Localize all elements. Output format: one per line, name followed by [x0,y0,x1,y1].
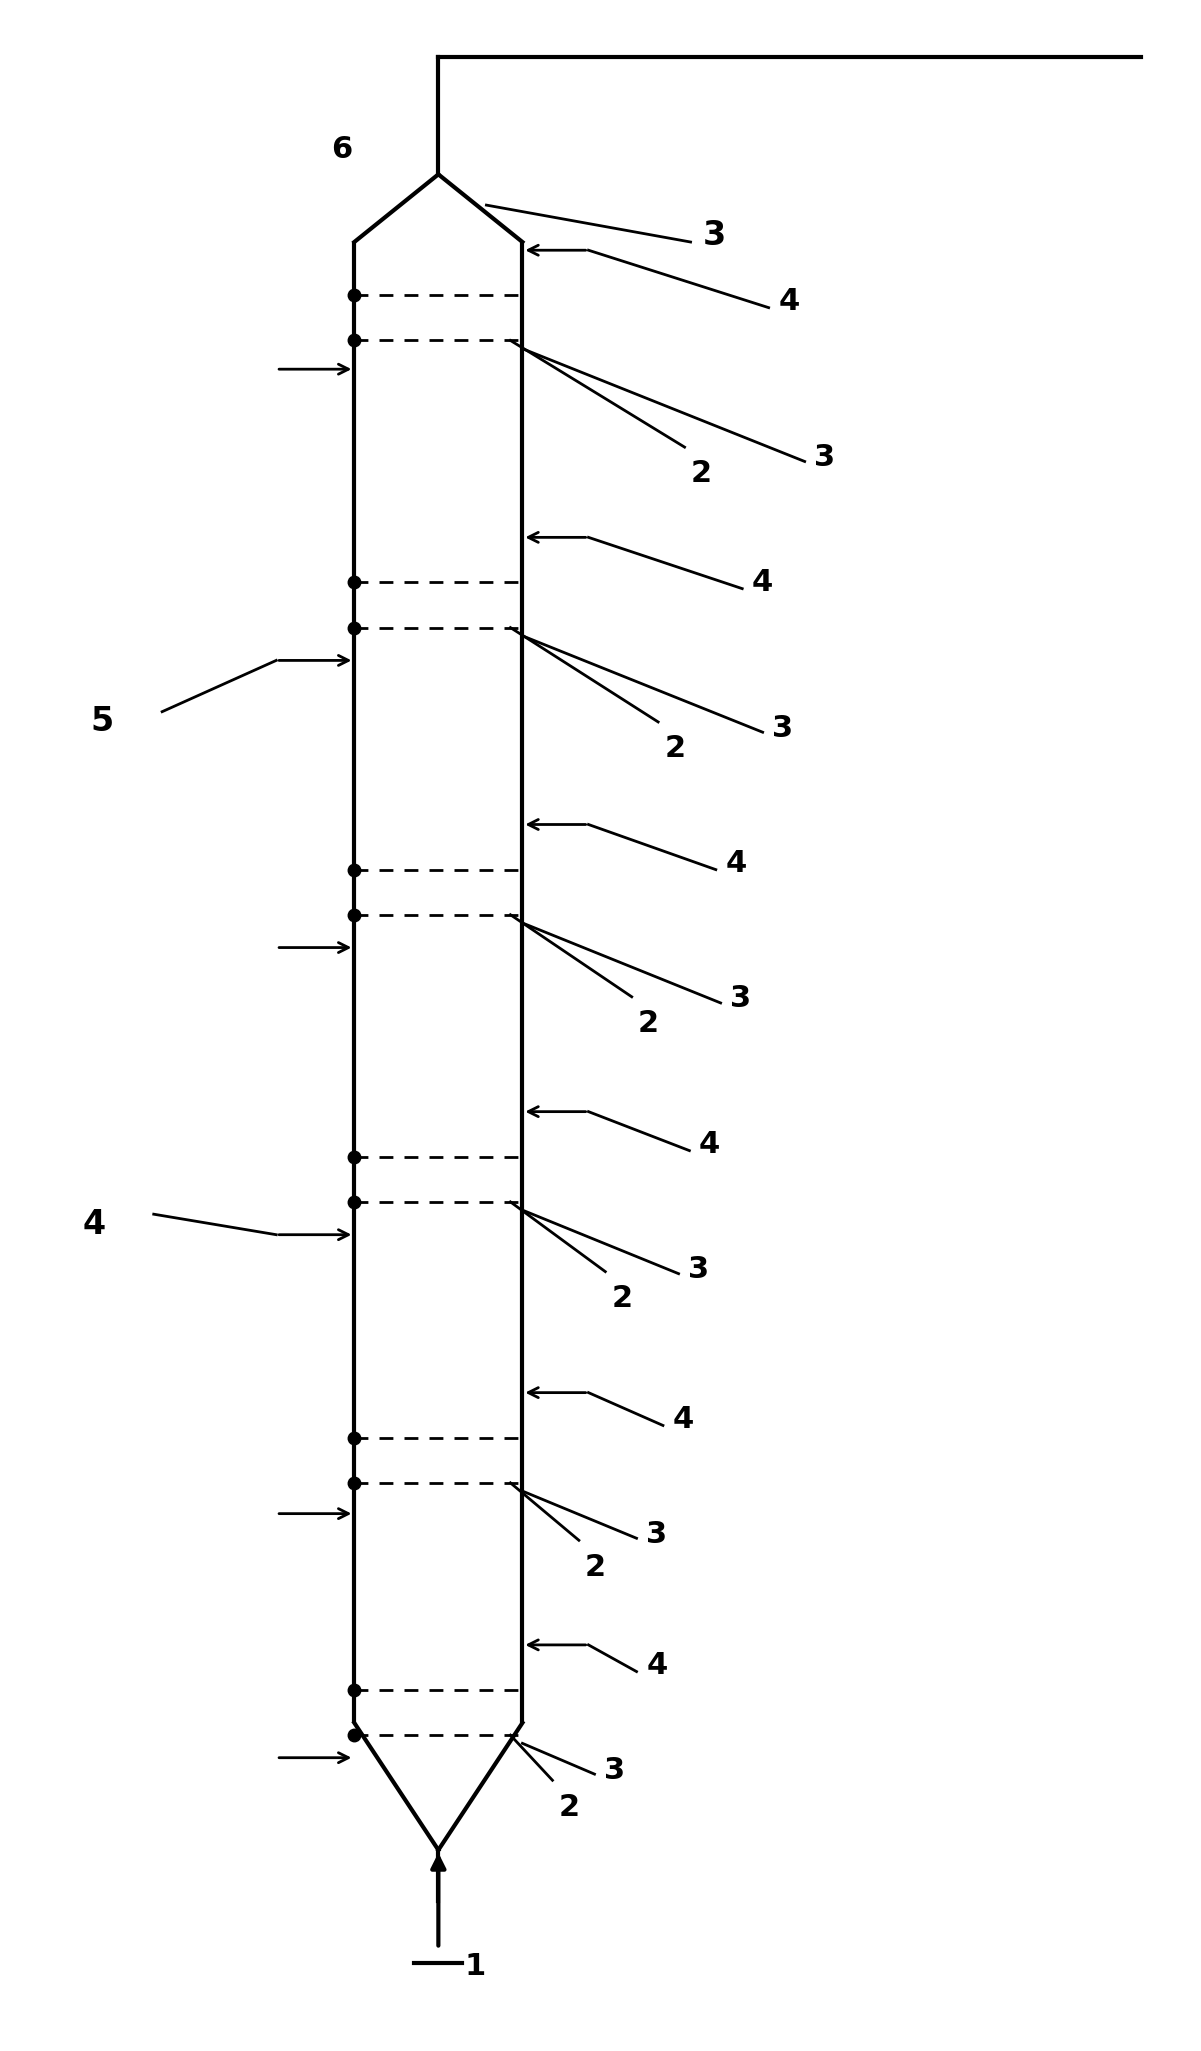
Text: 6: 6 [330,135,352,164]
Text: 5: 5 [91,706,114,738]
Text: 3: 3 [814,443,836,472]
Text: 2: 2 [558,1793,580,1821]
Text: 3: 3 [703,219,725,252]
Text: 4: 4 [673,1405,694,1434]
Text: 2: 2 [611,1284,633,1313]
Text: 4: 4 [83,1208,106,1241]
Text: 3: 3 [730,984,752,1013]
Text: 4: 4 [778,287,800,316]
Text: 2: 2 [664,734,686,763]
Text: 4: 4 [646,1651,668,1680]
Text: 3: 3 [604,1756,626,1784]
Text: 3: 3 [772,714,794,742]
Text: 1: 1 [465,1953,486,1981]
Text: 4: 4 [699,1130,721,1159]
Text: 3: 3 [688,1255,710,1284]
Text: 2: 2 [585,1553,607,1581]
Text: 3: 3 [646,1520,668,1549]
Text: 4: 4 [725,849,747,878]
Text: 4: 4 [752,568,773,597]
Text: 2: 2 [638,1009,659,1038]
Text: 2: 2 [691,459,712,488]
